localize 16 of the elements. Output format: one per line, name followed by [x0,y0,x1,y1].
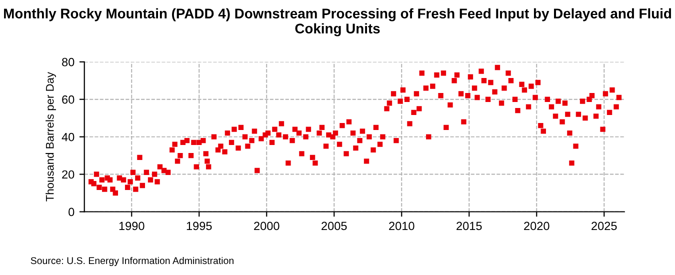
y-tick-label: 0 [68,208,74,216]
x-tick-label: 2025 [592,222,617,230]
y-tick-label: 80 [62,58,74,66]
x-tick-label: 2015 [456,222,482,230]
x-tick-label: 1995 [186,222,212,230]
x-tick-label: 2010 [389,222,414,230]
source-note: Source: U.S. Energy Information Administration [30,256,234,266]
x-tick-label: 2000 [254,222,280,230]
chart-title: Monthly Rocky Mountain (PADD 4) Downstream Processing of Fresh Feed Input by Delayed and Fluid Coking Units [4,8,672,36]
y-tick-label: 40 [62,132,74,142]
y-axis-title: Thousand Barrels per Day [46,72,56,202]
y-tick-label: 60 [62,95,74,104]
x-tick-label: 2020 [524,222,550,230]
x-tick-label: 2005 [322,222,347,230]
x-tick-label: 1990 [119,222,144,230]
y-tick-label: 20 [62,170,74,179]
